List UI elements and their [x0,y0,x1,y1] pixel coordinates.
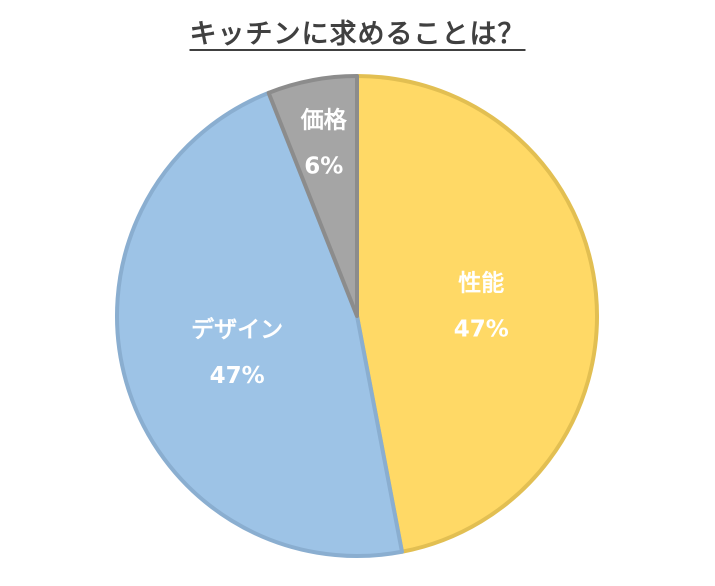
slice-category-label-1: デザイン [191,316,283,343]
pie-slice-2 [266,74,359,318]
chart-title-text: キッチンに求めることは？ [189,19,526,50]
slice-category-label-2: 価格 [300,107,348,134]
chart-title: キッチンに求めることは？ [0,12,715,51]
pie-slice-1 [115,90,404,558]
pie-labels: 性能 47% デザイン 47% 価格 6% [191,107,509,389]
slice-value-label-1: 47% [210,363,265,389]
pie-slices [115,74,599,558]
slice-value-label-2: 6% [304,154,343,180]
slice-category-label-0: 性能 [458,269,504,296]
slice-value-label-0: 47% [454,316,509,342]
pie-slice-0 [355,74,599,554]
